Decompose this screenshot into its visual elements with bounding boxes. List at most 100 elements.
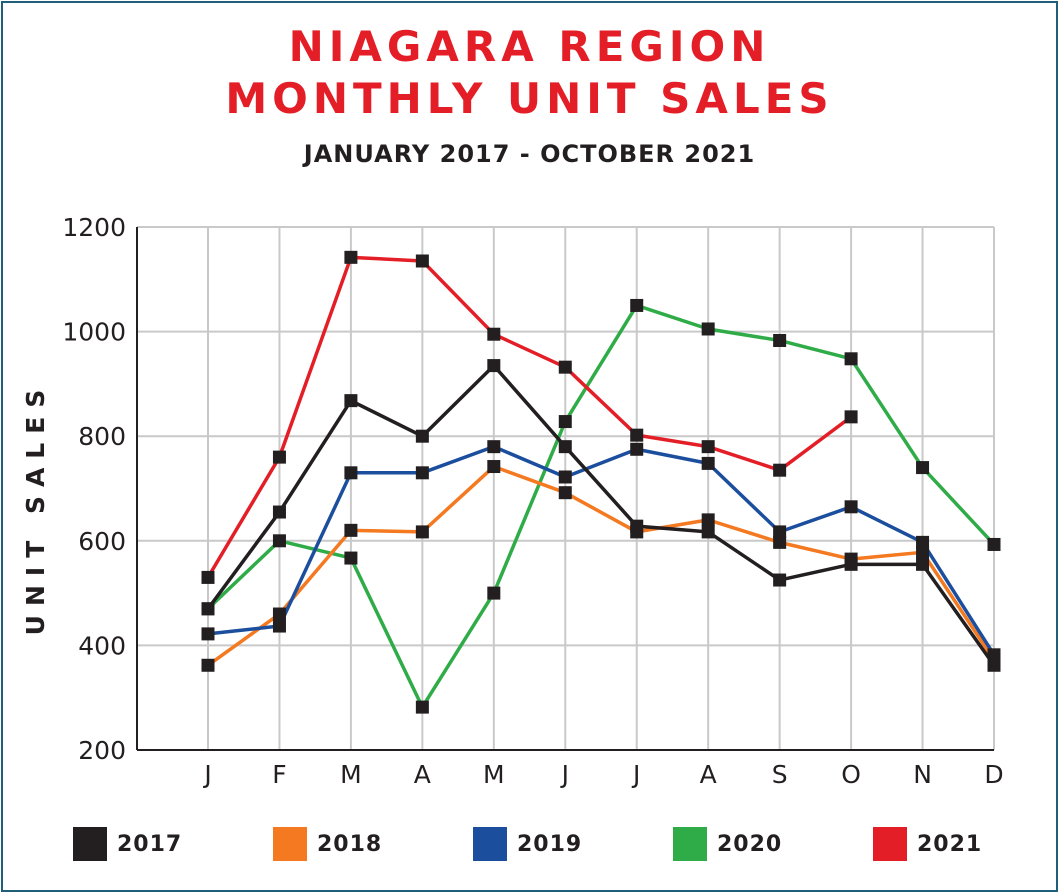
data-point-2021	[558, 360, 572, 374]
data-point-2019	[272, 619, 286, 633]
series-line-2017	[206, 363, 996, 667]
series-line-2021	[206, 255, 853, 579]
data-point-2020	[701, 322, 715, 336]
chart-title-line-2: MONTHLY UNIT SALES	[225, 74, 834, 123]
data-point-2020	[630, 298, 644, 312]
data-point-2021	[773, 463, 787, 477]
data-point-2020	[987, 537, 1001, 551]
data-point-2021	[844, 410, 858, 424]
data-point-2020	[844, 352, 858, 366]
y-tick-labels: 200 400 600 800 1000 1200	[62, 213, 126, 765]
x-tick-label: S	[772, 760, 788, 789]
y-axis-label: UNIT SALES	[21, 381, 50, 636]
y-tick-label: 400	[78, 631, 126, 660]
data-point-2020	[487, 586, 501, 600]
legend-item-2021: 2021	[873, 826, 982, 862]
data-point-2021	[415, 254, 429, 268]
legend-item-2018: 2018	[273, 826, 382, 862]
series-line-2020	[206, 303, 996, 709]
data-point-2021	[272, 450, 286, 464]
x-tick-label: O	[841, 760, 861, 789]
chart-subtitle: JANUARY 2017 - OCTOBER 2021	[303, 140, 756, 168]
data-point-2019	[916, 535, 930, 549]
data-point-2018	[916, 545, 930, 559]
legend-label: 2020	[717, 831, 783, 857]
data-point-2018	[773, 535, 787, 549]
data-point-2021	[487, 327, 501, 341]
data-point-2021	[630, 428, 644, 442]
data-point-2019	[630, 442, 644, 456]
y-tick-label: 1000	[62, 318, 126, 347]
data-point-2017	[201, 602, 215, 616]
series-line-2019	[207, 444, 996, 656]
y-tick-label: 1200	[62, 213, 126, 242]
data-point-2017	[701, 525, 715, 539]
data-point-2019	[487, 440, 501, 454]
data-point-2017	[916, 557, 930, 571]
x-tick-label: A	[700, 760, 717, 789]
x-tick-label: F	[272, 760, 286, 789]
data-point-2017	[272, 505, 286, 519]
y-tick-label: 600	[78, 527, 126, 556]
data-point-2019	[844, 500, 858, 514]
series-line-2018	[206, 464, 996, 667]
x-tick-label: J	[202, 760, 211, 789]
legend-label: 2019	[517, 831, 583, 857]
x-tick-label: M	[483, 760, 505, 789]
series-lines	[206, 255, 996, 709]
x-tick-label: N	[913, 760, 932, 789]
legend-swatch	[473, 827, 507, 861]
legend-item-2020: 2020	[673, 826, 782, 862]
legend-swatch	[73, 827, 107, 861]
data-point-2020	[344, 551, 358, 565]
x-tick-label: D	[984, 760, 1003, 789]
y-tick-label: 800	[78, 422, 126, 451]
data-point-2020	[916, 461, 930, 475]
data-point-2018	[487, 460, 501, 474]
data-point-2018	[701, 513, 715, 527]
data-point-2017	[487, 359, 501, 373]
x-tick-label: J	[560, 760, 569, 789]
data-point-2017	[415, 429, 429, 443]
data-point-2017	[344, 394, 358, 408]
data-point-2019	[344, 466, 358, 480]
data-point-2020	[272, 534, 286, 548]
legend-item-2019: 2019	[473, 826, 582, 862]
data-point-2018	[415, 525, 429, 539]
data-point-2020	[415, 700, 429, 714]
data-point-2019	[987, 648, 1001, 662]
legend-swatch	[873, 827, 907, 861]
data-point-2017	[773, 573, 787, 587]
data-point-2019	[773, 525, 787, 539]
data-point-2019	[415, 466, 429, 480]
legend-label: 2018	[317, 831, 383, 857]
legend-item-2017: 2017	[73, 826, 182, 862]
x-tick-label: J	[631, 760, 640, 789]
data-point-2021	[201, 570, 215, 584]
data-point-2021	[344, 250, 358, 264]
legend-label: 2017	[117, 831, 183, 857]
legend: 2017 2018 2019 2020 2021	[0, 826, 1059, 866]
x-tick-label: A	[414, 760, 431, 789]
chart-title-line-1: NIAGARA REGION	[288, 22, 771, 71]
y-tick-label: 200	[78, 736, 126, 765]
data-point-2017	[987, 658, 1001, 672]
chart-axes	[136, 227, 994, 751]
data-point-2017	[630, 519, 644, 533]
data-point-2017	[558, 440, 572, 454]
data-point-2019	[558, 470, 572, 484]
data-point-2018	[558, 486, 572, 500]
data-point-2019	[701, 456, 715, 470]
legend-label: 2021	[917, 831, 983, 857]
data-point-2021	[701, 440, 715, 454]
legend-swatch	[673, 827, 707, 861]
series-markers	[201, 250, 1001, 714]
x-tick-label: M	[340, 760, 362, 789]
legend-swatch	[273, 827, 307, 861]
data-point-2018	[201, 658, 215, 672]
data-point-2018	[344, 523, 358, 537]
data-point-2019	[201, 627, 215, 641]
